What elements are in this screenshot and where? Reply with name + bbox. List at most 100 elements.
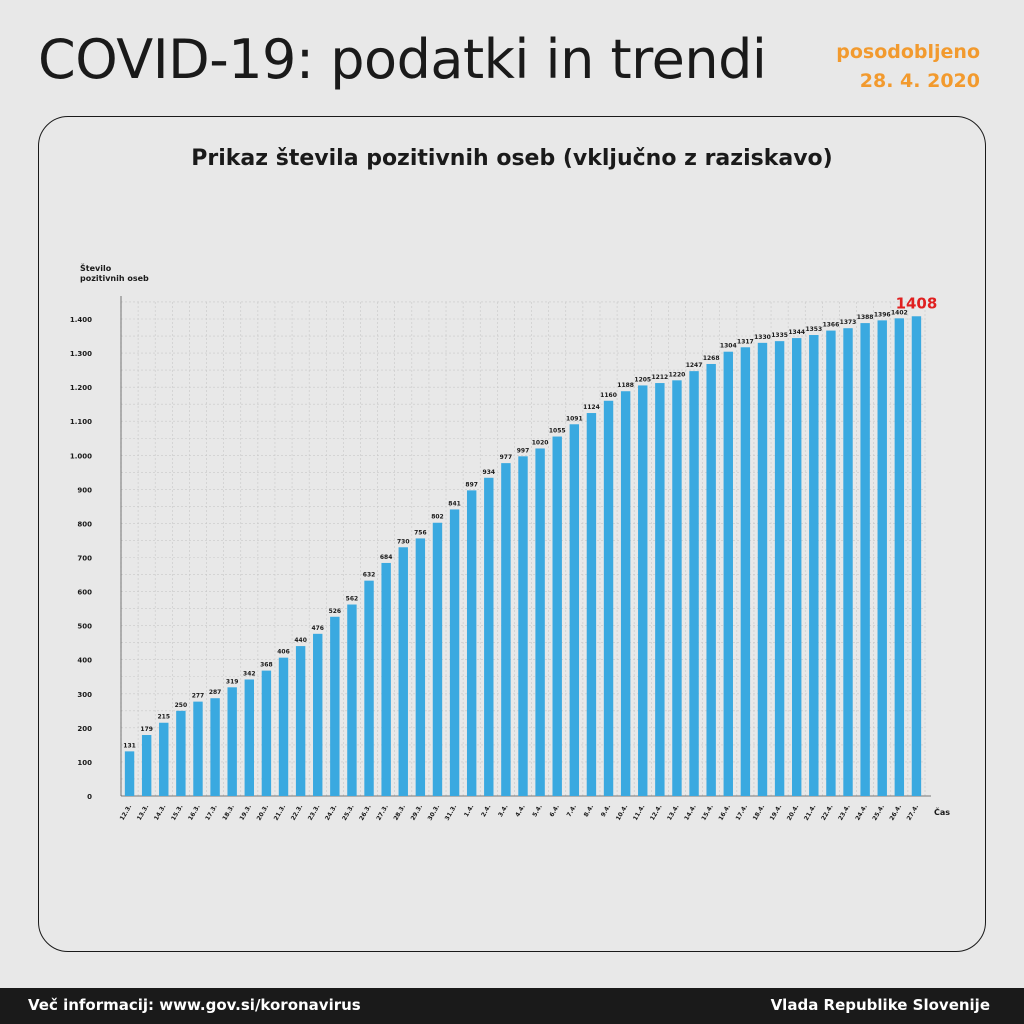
x-tick-label: 28.3. (392, 804, 407, 822)
y-tick-label: 300 (77, 691, 92, 699)
value-label: 1335 (771, 332, 788, 339)
bar (278, 657, 289, 796)
value-label: 802 (431, 514, 444, 521)
x-tick-label: 20.3. (256, 804, 271, 822)
x-tick-label: 3.4. (497, 804, 510, 819)
bar (347, 604, 357, 796)
bar (141, 735, 152, 796)
bar (894, 318, 905, 796)
bar (860, 323, 870, 796)
value-label: 1160 (600, 392, 617, 399)
value-label: 179 (140, 726, 153, 733)
y-tick-label: 200 (77, 725, 92, 733)
value-label: 1124 (583, 404, 600, 411)
y-tick-label: 1.400 (70, 316, 92, 324)
x-tick-label: 12.3. (119, 804, 134, 822)
x-tick-label: 18.4. (752, 804, 767, 822)
updated-date: 28. 4. 2020 (859, 70, 980, 92)
bar (552, 436, 562, 796)
bar (415, 538, 426, 796)
bar (586, 413, 597, 796)
value-label: 1317 (737, 338, 754, 345)
x-tick-label: 11.4. (632, 804, 647, 822)
value-labels: 131 179 215 250 277 287 319 342 368 406 440 476 526 5… (123, 294, 937, 749)
x-tick-label: 1.4. (463, 804, 476, 819)
x-tick-label: 6.4. (548, 804, 561, 819)
y-tick-label: 600 (77, 589, 92, 597)
value-label: 756 (414, 529, 427, 536)
y-tick-label: 500 (77, 623, 92, 631)
chart-panel (38, 116, 986, 952)
value-label: 1020 (532, 439, 549, 446)
bar (723, 351, 733, 796)
bar (398, 547, 408, 796)
y-tick-label: 900 (77, 486, 92, 494)
x-tick-label: 2.4. (480, 804, 493, 819)
bar (501, 463, 511, 796)
value-label: 342 (243, 670, 256, 677)
x-tick-label: 26.4. (888, 804, 903, 822)
bar (740, 347, 751, 796)
bar (535, 448, 545, 796)
x-tick-label: 14.3. (153, 804, 168, 822)
bar (295, 646, 306, 796)
bar (655, 383, 665, 796)
bar (826, 330, 836, 796)
value-label: 1220 (669, 371, 686, 378)
bar (672, 380, 682, 796)
bar (227, 687, 237, 796)
x-tick-label: 24.3. (324, 804, 339, 822)
x-tick-label: 30.3. (427, 804, 442, 822)
x-tick-label: 8.4. (583, 804, 596, 819)
value-label: 632 (363, 572, 376, 579)
bar (638, 385, 648, 796)
y-tick-label: 0 (87, 793, 92, 801)
value-label: 1388 (857, 314, 874, 321)
y-tick-label: 1.000 (70, 452, 92, 460)
y-tick-label: 1.100 (70, 418, 92, 426)
x-tick-label: 19.4. (769, 804, 784, 822)
value-label: 368 (260, 662, 273, 669)
bar (210, 698, 220, 796)
bar (757, 342, 768, 796)
value-label: 1353 (805, 326, 822, 333)
x-tick-label: 16.4. (717, 804, 732, 822)
x-tick-label: 22.4. (820, 804, 835, 822)
bar (877, 320, 887, 796)
y-tick-label: 1.200 (70, 384, 92, 392)
x-tick-label: 25.4. (871, 804, 886, 822)
x-tick-label: 22.3. (290, 804, 305, 822)
x-tick-label: 25.3. (341, 804, 356, 822)
value-label: 1205 (634, 376, 651, 383)
x-tick-label: 14.4. (683, 804, 698, 822)
bar (124, 751, 135, 796)
x-tick-label: 21.3. (273, 804, 288, 822)
x-tick-label: 26.3. (358, 804, 373, 822)
value-label: 684 (380, 554, 393, 561)
value-label-highlight: 1408 (896, 294, 938, 312)
value-label: 730 (397, 538, 410, 545)
x-tick-label: 9.4. (600, 804, 613, 819)
value-label: 406 (277, 649, 290, 656)
x-tick-label: 29.3. (409, 804, 424, 822)
y-tick-label: 400 (77, 657, 92, 665)
value-label: 1330 (754, 334, 771, 341)
x-tick-label: 27.4. (906, 804, 921, 822)
value-label: 131 (123, 742, 136, 749)
x-tick-label: 19.3. (238, 804, 253, 822)
x-tick-label: 13.4. (666, 804, 681, 822)
footer: Več informacij: www.gov.si/koronavirus V… (0, 988, 1024, 1024)
value-label: 841 (448, 500, 461, 507)
x-tick-label: 17.3. (204, 804, 219, 822)
x-axis-label: Čas (934, 806, 950, 817)
x-tick-label: 15.4. (700, 804, 715, 822)
x-tick-label: 10.4. (615, 804, 630, 822)
value-label: 250 (175, 702, 188, 709)
value-label: 1247 (686, 362, 703, 369)
updated-label: posodobljeno (836, 41, 980, 63)
value-label: 476 (311, 625, 324, 632)
x-tick-label: 7.4. (566, 804, 579, 819)
update-info: posodobljeno 28. 4. 2020 (836, 38, 980, 96)
y-tick-label: 1.300 (70, 350, 92, 358)
